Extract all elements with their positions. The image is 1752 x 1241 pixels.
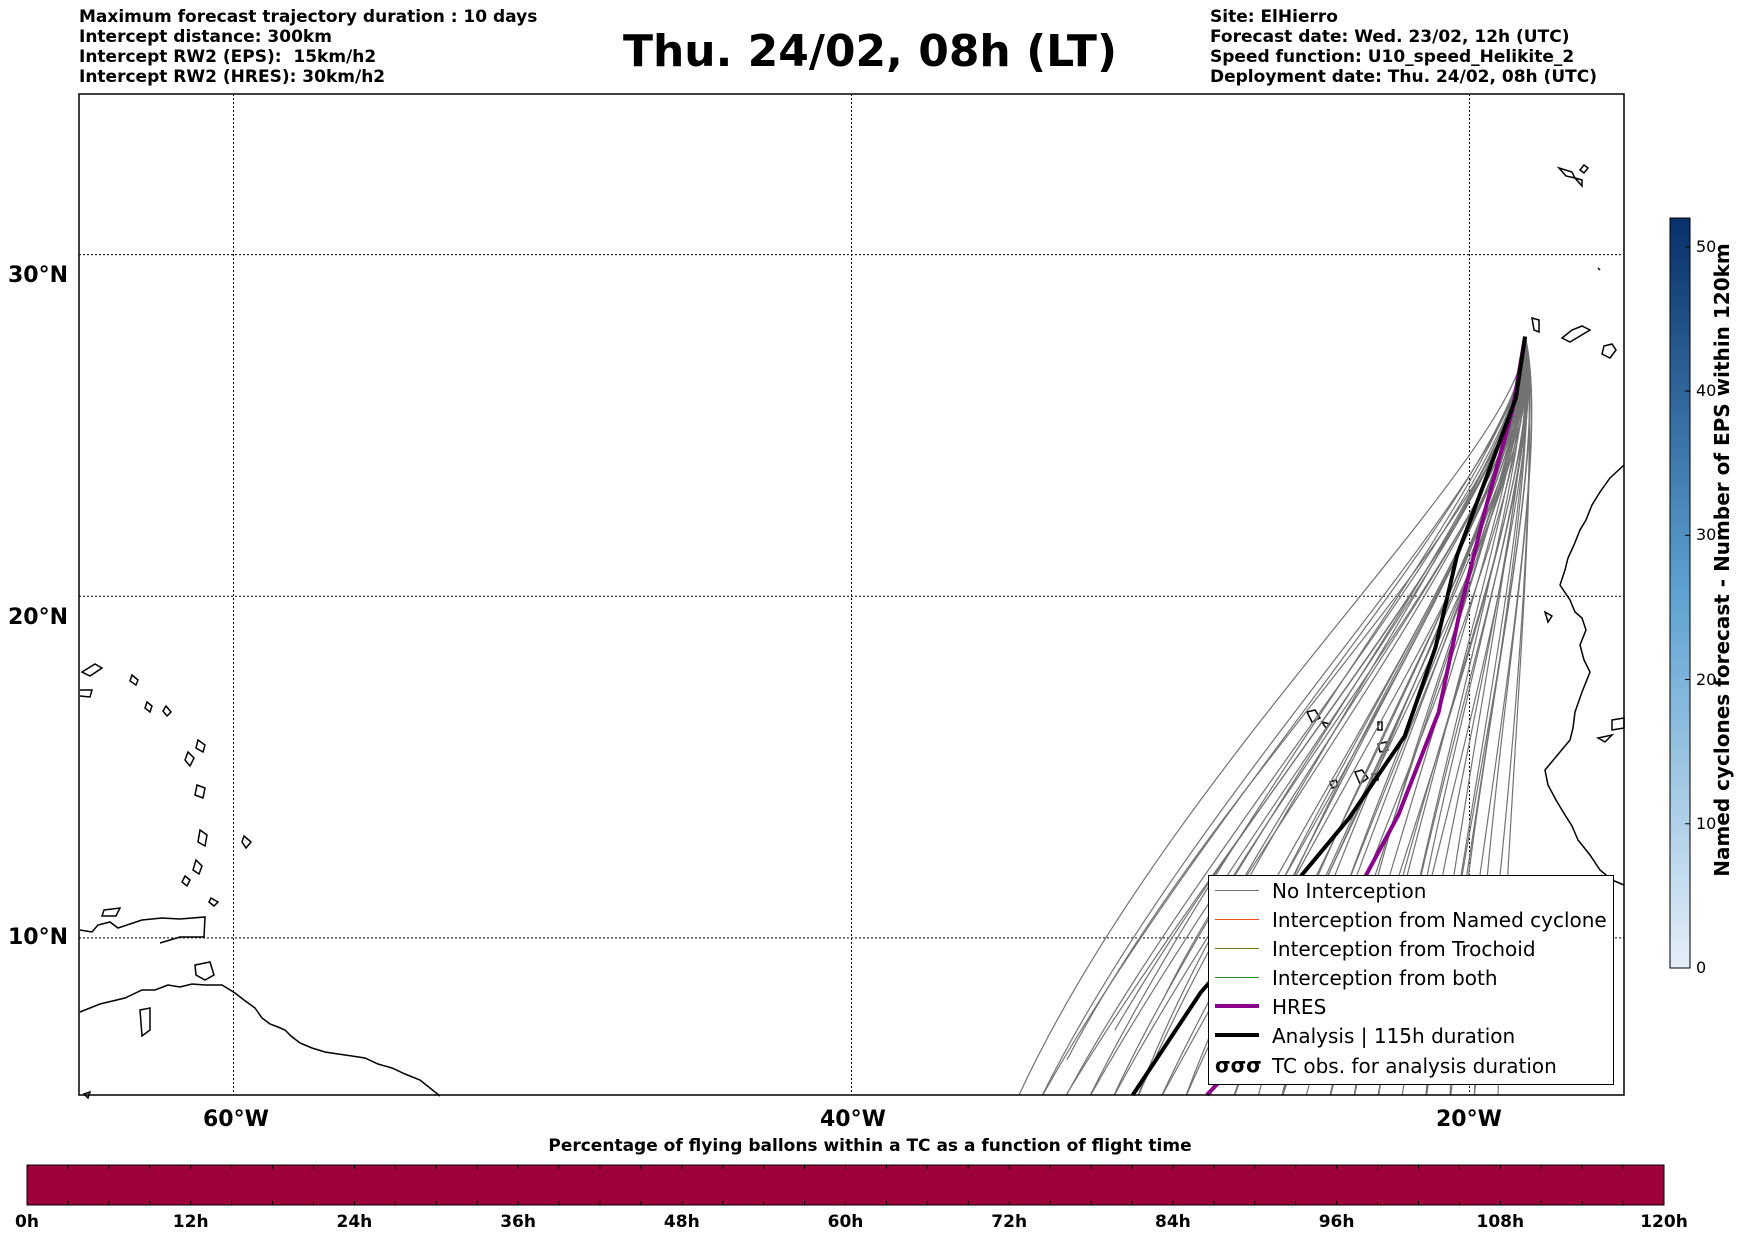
bottom-bar-tick-label: 0h — [15, 1212, 39, 1232]
intercept-distance-text: Intercept distance: 300km — [79, 27, 332, 47]
legend-swatch — [1215, 1004, 1259, 1008]
vertical-colorbar-gradient — [1669, 217, 1691, 969]
cape-verde-boa-vista — [1377, 741, 1389, 753]
lesser-antilles-6 — [181, 874, 191, 888]
legend-item-no-interception: No Interception — [1209, 876, 1613, 905]
lesser-antilles-3 — [194, 783, 206, 800]
lon-label-60w: 60°W — [203, 1107, 269, 1132]
canary-la-palma — [1531, 316, 1540, 334]
lesser-antilles-7 — [241, 834, 253, 850]
legend-label: HRES — [1272, 995, 1327, 1019]
legend-item-named-cyclone: Interception from Named cyclone — [1209, 905, 1613, 934]
bottom-bar-tick-label: 96h — [1318, 1212, 1355, 1232]
legend-swatch — [1215, 918, 1259, 920]
legend-item-both: Interception from both — [1209, 963, 1613, 992]
bottom-bar-tick-label: 108h — [1476, 1212, 1525, 1232]
lat-label-20n: 20°N — [8, 605, 69, 630]
lesser-antilles-2 — [184, 750, 195, 768]
canary-islet — [1597, 267, 1601, 271]
legend-label: Analysis | 115h duration — [1272, 1024, 1516, 1048]
map-legend: No Interception Interception from Named … — [1208, 875, 1614, 1085]
legend-label: Interception from both — [1272, 966, 1498, 990]
intercept-hres-text: Intercept RW2 (HRES): 30km/h2 — [79, 67, 386, 87]
south-america-coast — [79, 983, 441, 1097]
eps-trajectory-line — [1089, 336, 1526, 1096]
canary-lanzarote — [1556, 166, 1577, 180]
vertical-colorbar-tick-label: 50 — [1696, 236, 1717, 256]
header-info-right: Site: ElHierro Forecast date: Wed. 23/02… — [1210, 7, 1597, 87]
lat-label-30n: 30°N — [8, 263, 69, 288]
caribbean-islet-4 — [100, 907, 122, 917]
legend-swatch — [1215, 889, 1259, 891]
vertical-colorbar-tick-label: 0 — [1696, 958, 1707, 977]
intercept-eps-text: Intercept RW2 (EPS): 15km/h2 — [79, 47, 377, 67]
eps-trajectory-line — [1042, 336, 1526, 1096]
bottom-bar-tick-label: 48h — [663, 1212, 700, 1232]
lesser-antilles-1 — [195, 738, 206, 754]
legend-item-trochoid: Interception from Trochoid — [1209, 934, 1613, 963]
header-info-left: Maximum forecast trajectory duration : 1… — [79, 7, 537, 87]
canary-madeira — [1572, 176, 1583, 188]
caribbean-islet-1 — [129, 673, 139, 687]
lon-label-40w: 40°W — [820, 1107, 886, 1132]
coastlines — [79, 163, 1625, 1100]
forecast-date-text: Forecast date: Wed. 23/02, 12h (UTC) — [1210, 27, 1570, 47]
tc-obs-symbol-icon: σσσ — [1215, 1053, 1262, 1077]
legend-swatch — [1215, 976, 1259, 978]
legend-item-tc-obs: σσσ TC obs. for analysis duration — [1209, 1051, 1613, 1080]
lesser-antilles-4 — [197, 828, 208, 848]
canary-gran-canaria — [1601, 343, 1617, 359]
bottom-bar-fill — [26, 1164, 1665, 1206]
legend-swatch — [1215, 947, 1259, 949]
vertical-colorbar-tick-label: 20 — [1696, 669, 1717, 689]
bottom-bar-tick-label: 36h — [500, 1212, 536, 1232]
map-gridlines — [79, 94, 1624, 1095]
max-duration-text: Maximum forecast trajectory duration : 1… — [79, 7, 538, 27]
legend-item-analysis: Analysis | 115h duration — [1209, 1021, 1613, 1050]
cape-verde-santo-antao — [1305, 709, 1322, 724]
bottom-bar-tick-label: 120h — [1640, 1212, 1688, 1232]
trinidad-island — [194, 961, 215, 981]
virgin-islands — [80, 663, 104, 677]
legend-item-hres: HRES — [1209, 992, 1613, 1021]
vertical-colorbar-tick-label: 40 — [1696, 381, 1717, 401]
vertical-colorbar-tick-label: 10 — [1696, 813, 1717, 833]
venezuela-coast — [79, 916, 206, 944]
speed-function-text: Speed function: U10_speed_Helikite_2 — [1210, 47, 1575, 67]
bottom-bar-tick-label: 12h — [172, 1212, 209, 1232]
vertical-colorbar-title: Named cyclones forecast - Number of EPS … — [1710, 243, 1734, 877]
caribbean-islet-6 — [139, 1007, 151, 1038]
map-title: Thu. 24/02, 08h (LT) — [622, 26, 1118, 77]
lesser-antilles-5 — [192, 858, 203, 876]
canary-tenerife — [1560, 325, 1592, 343]
vertical-colorbar — [1669, 217, 1691, 969]
africa-coast — [1544, 464, 1625, 886]
lat-label-10n: 10°N — [8, 925, 69, 950]
bottom-bar-tick-label: 24h — [336, 1212, 373, 1232]
canary-graciosa — [1578, 163, 1590, 175]
deployment-date-text: Deployment date: Thu. 24/02, 08h (UTC) — [1210, 67, 1597, 87]
legend-label: Interception from Named cyclone — [1272, 908, 1607, 932]
caribbean-islet-5 — [208, 896, 220, 908]
bottom-bar-tick-label: 60h — [827, 1212, 864, 1232]
eps-trajectory-line — [1018, 336, 1526, 1096]
bottom-bar-tick-label: 84h — [1155, 1212, 1191, 1232]
legend-label: No Interception — [1272, 879, 1427, 903]
cape-verde-santiago — [1353, 769, 1370, 786]
puerto-rico-coast — [79, 689, 93, 698]
lon-label-20w: 20°W — [1436, 1107, 1502, 1132]
site-text: Site: ElHierro — [1210, 7, 1338, 27]
caribbean-islet-3 — [162, 704, 173, 718]
legend-label: TC obs. for analysis duration — [1272, 1054, 1557, 1078]
bottom-percentage-bar — [26, 1164, 1665, 1206]
map-frame — [78, 93, 1625, 1096]
africa-coast-islets — [1543, 610, 1625, 743]
legend-label: Interception from Trochoid — [1272, 937, 1536, 961]
bottom-bar-title: Percentage of flying ballons within a TC… — [548, 1136, 1192, 1156]
legend-swatch — [1215, 1033, 1259, 1037]
vertical-colorbar-tick-label: 30 — [1696, 525, 1717, 545]
caribbean-islet-2 — [144, 700, 153, 714]
bottom-bar-tick-label: 72h — [991, 1212, 1028, 1232]
